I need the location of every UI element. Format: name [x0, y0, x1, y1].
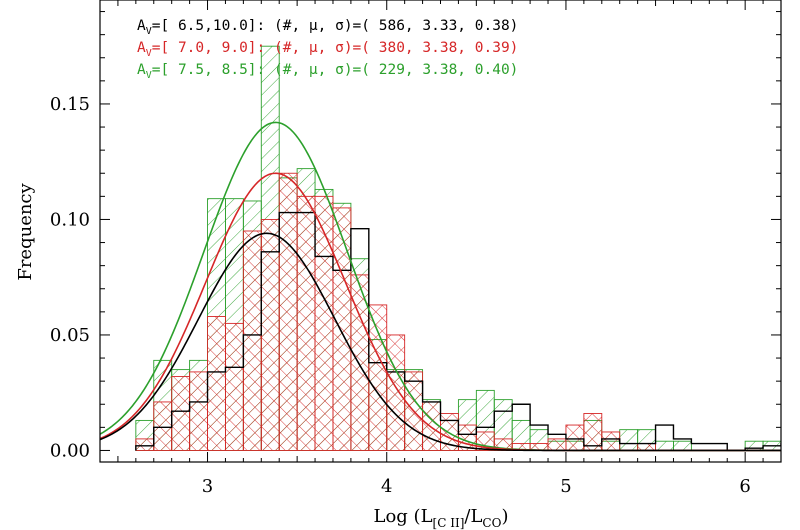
bar-green — [780, 440, 781, 451]
bar-green — [619, 429, 639, 451]
y-axis-label: Frequency — [15, 182, 36, 280]
bar-red-hatch-b — [350, 274, 369, 451]
bar-red-hatch-b — [261, 219, 280, 451]
bar-red-hatch-b — [225, 323, 244, 451]
bar-red-hatch-b — [207, 316, 226, 451]
bar-green — [744, 440, 764, 451]
bar-red-hatch-b — [332, 207, 351, 451]
bar-red-hatch-b — [422, 401, 441, 451]
bar-red — [780, 438, 781, 451]
legend-entry: AV=[ 6.5,10.0]: (#, μ, σ)=( 586, 3.33, 0… — [137, 18, 518, 37]
bar-red-hatch-b — [153, 401, 172, 451]
bar-red-hatch-b — [171, 376, 190, 451]
x-tick-label: 3 — [202, 476, 213, 497]
x-tick-label: 4 — [381, 476, 392, 497]
bar-red-hatch-b — [297, 196, 316, 451]
bar-red-hatch-a — [781, 439, 799, 451]
y-tick-label: 0.15 — [50, 94, 90, 115]
y-tick-label: 0.05 — [50, 325, 90, 346]
y-tick-label: 0.10 — [50, 209, 90, 230]
bar-red-hatch-b — [386, 334, 405, 451]
bar-red-hatch-b — [548, 438, 566, 451]
plot-area — [100, 45, 799, 452]
bar-red-hatch-b — [279, 173, 298, 451]
bar-red-hatch-b — [243, 231, 262, 451]
bar-green — [673, 440, 692, 451]
bar-red-hatch-b — [583, 413, 602, 451]
bar-red-hatch-b — [368, 304, 387, 451]
legend-entry: AV=[ 7.0, 9.0]: (#, μ, σ)=( 380, 3.38, 0… — [137, 40, 518, 59]
bar-red-hatch-b — [637, 443, 656, 451]
bar-red-hatch-b — [315, 196, 333, 451]
legend-entry: AV=[ 7.5, 8.5]: (#, μ, σ)=( 229, 3.38, 0… — [137, 62, 518, 81]
bar-red-hatch-b — [458, 425, 477, 451]
bar-red-hatch-b — [135, 438, 154, 451]
bar-red-hatch-b — [476, 431, 495, 451]
x-tick-label: 6 — [739, 476, 750, 497]
y-tick-label: 0.00 — [50, 440, 90, 461]
bar-red-hatch-b — [781, 439, 799, 451]
x-tick-label: 5 — [560, 476, 571, 497]
axes: 3 4 5 6 0.00 0.05 0.10 0.15 — [50, 0, 781, 497]
bar-red-hatch-b — [189, 371, 208, 451]
x-axis-label: Log (L[C II]/LCO) — [374, 506, 509, 530]
bar-green — [655, 440, 674, 451]
step-histogram-black — [135, 211, 781, 452]
bar-red-hatch-b — [530, 443, 549, 451]
legend: AV=[ 6.5,10.0]: (#, μ, σ)=( 586, 3.33, 0… — [137, 18, 518, 81]
bar-red-hatch-b — [494, 438, 513, 451]
bar-red-hatch-b — [512, 443, 531, 451]
bar-red-hatch-b — [440, 413, 459, 451]
bar-red-hatch-b — [565, 425, 584, 451]
gaussian-fit-black — [100, 232, 781, 452]
bar-red-hatch-b — [601, 431, 620, 451]
